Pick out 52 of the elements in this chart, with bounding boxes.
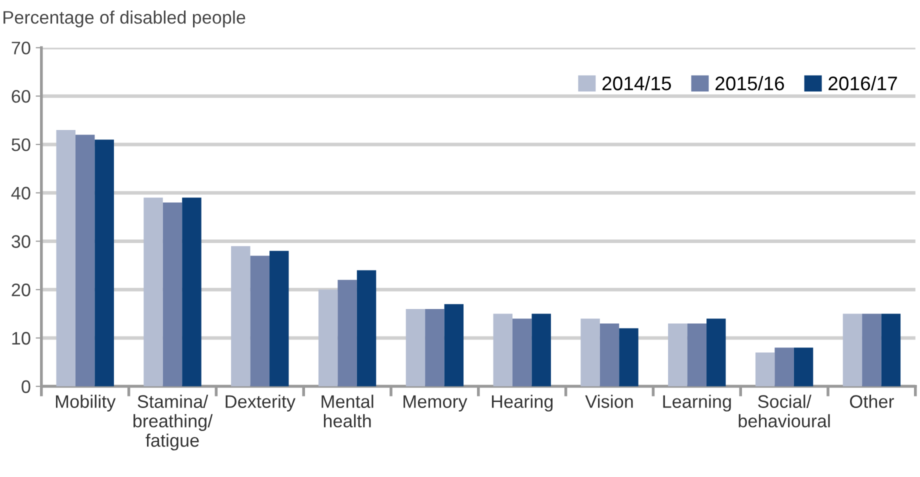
bar [270, 250, 289, 386]
x-tick-label: Mobility [56, 394, 116, 412]
bar [250, 256, 270, 386]
y-tick-label: 30 [12, 235, 30, 248]
bar [774, 348, 794, 386]
y-tick-label: 60 [12, 90, 30, 103]
x-tick-label: Other [850, 394, 894, 408]
x-tick-label: Social/ behavioural [738, 394, 830, 428]
bar [668, 323, 688, 386]
bar [144, 198, 163, 386]
x-tick-label: Vision [585, 394, 633, 408]
y-tick-label: 0 [22, 380, 30, 394]
x-tick-label: Mental health [322, 394, 374, 428]
bar [356, 270, 376, 386]
y-tick-label: 20 [12, 284, 30, 296]
x-tick-label: Memory [404, 395, 468, 412]
legend-label: 2015/16 [716, 76, 784, 90]
bar [75, 134, 95, 386]
bar [532, 314, 551, 386]
legend-label: 2016/17 [828, 76, 897, 90]
bar [706, 318, 726, 386]
bar [182, 198, 202, 386]
y-tick-label: 40 [11, 186, 30, 200]
bar [406, 308, 426, 386]
x-tick-label: Learning [663, 394, 731, 412]
bar [493, 314, 512, 386]
bar [56, 130, 76, 386]
bar [231, 246, 250, 386]
bar [94, 140, 114, 386]
bar [512, 318, 532, 386]
legend-label: 2014/15 [602, 76, 671, 90]
bar [755, 352, 775, 386]
x-tick-label: Dexterity [226, 394, 296, 412]
x-tick-label: Hearing [492, 394, 553, 412]
y-axis-title: Percentage of disabled people [4, 10, 246, 28]
bar [842, 314, 862, 386]
y-tick-label: 50 [12, 138, 30, 152]
bar [580, 318, 600, 386]
bar [862, 314, 882, 386]
bar [619, 328, 638, 386]
bar [600, 323, 620, 386]
bar [444, 304, 464, 386]
bar [687, 323, 707, 386]
y-tick-label: 70 [12, 42, 30, 54]
y-tick-label: 10 [12, 332, 30, 345]
bar [162, 202, 182, 386]
bar [425, 308, 444, 386]
x-tick-label: Stamina/ breathing/ fatigue [134, 394, 213, 450]
bar [881, 314, 901, 386]
bar [318, 290, 338, 386]
bar [794, 348, 814, 386]
bar [338, 280, 357, 386]
